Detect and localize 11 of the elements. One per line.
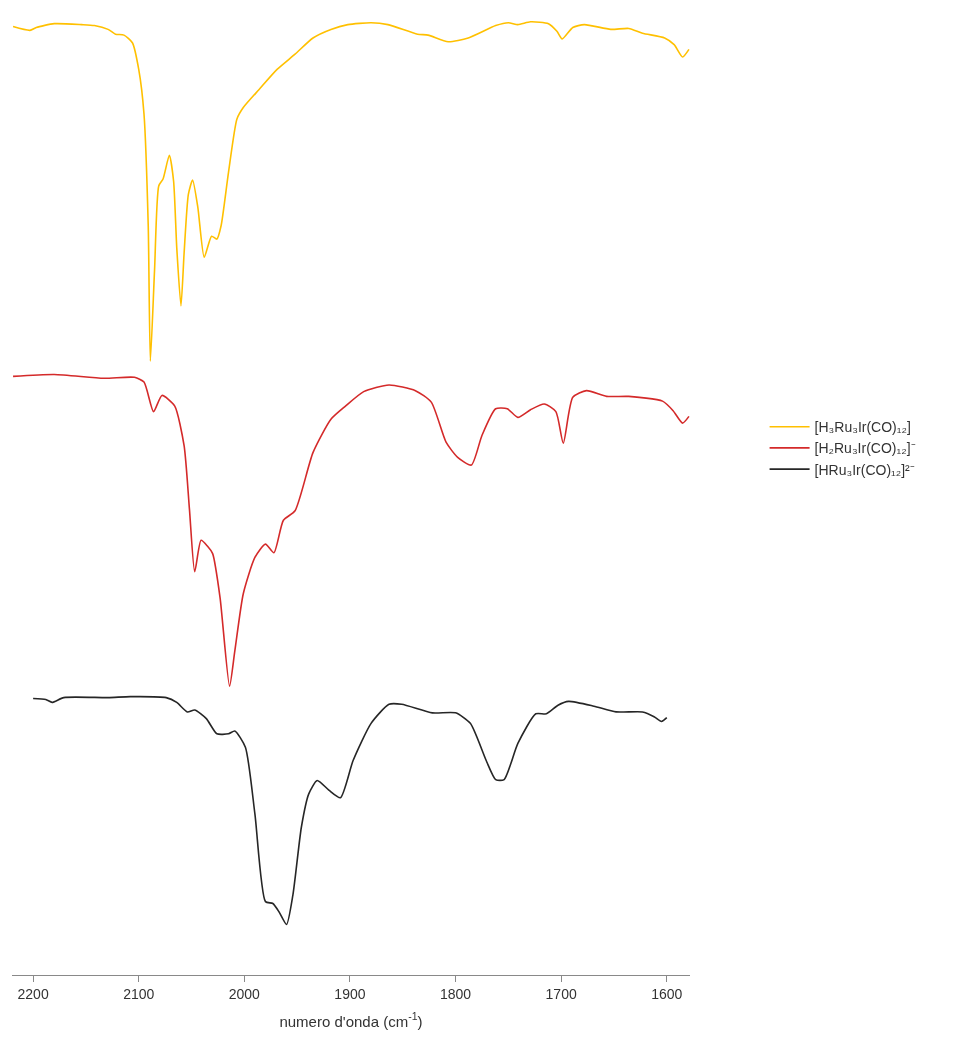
legend-label: [H₃Ru₃Ir(CO)₁₂] (814, 419, 911, 436)
x-tick-label: 1800 (439, 985, 472, 1002)
legend-label: [HRu₃Ir(CO)₁₂]²⁻ (814, 461, 915, 478)
x-tick-label: 2200 (17, 985, 49, 1002)
x-axis-title: numero d'onda (cm$^{-1}$) (279, 1010, 423, 1030)
x-tick-label: 1900 (334, 985, 366, 1002)
x-tick-label: 1700 (545, 985, 577, 1002)
x-tick-label: 2100 (123, 985, 155, 1002)
x-tick-label: 1600 (651, 985, 683, 1002)
x-tick-label: 2000 (228, 985, 261, 1002)
legend-label: [H₂Ru₃Ir(CO)₁₂]⁻ (814, 440, 916, 457)
